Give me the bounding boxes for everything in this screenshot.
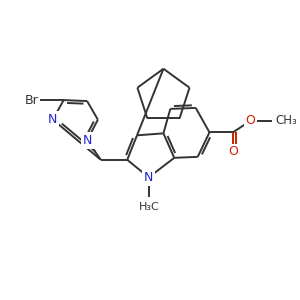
Text: Br: Br <box>24 94 38 106</box>
Text: H₃C: H₃C <box>138 202 159 212</box>
Text: N: N <box>82 134 92 147</box>
Text: CH₃: CH₃ <box>275 114 297 127</box>
Text: N: N <box>48 113 58 126</box>
Text: O: O <box>228 146 238 158</box>
Text: O: O <box>246 114 256 127</box>
Text: N: N <box>144 171 154 184</box>
